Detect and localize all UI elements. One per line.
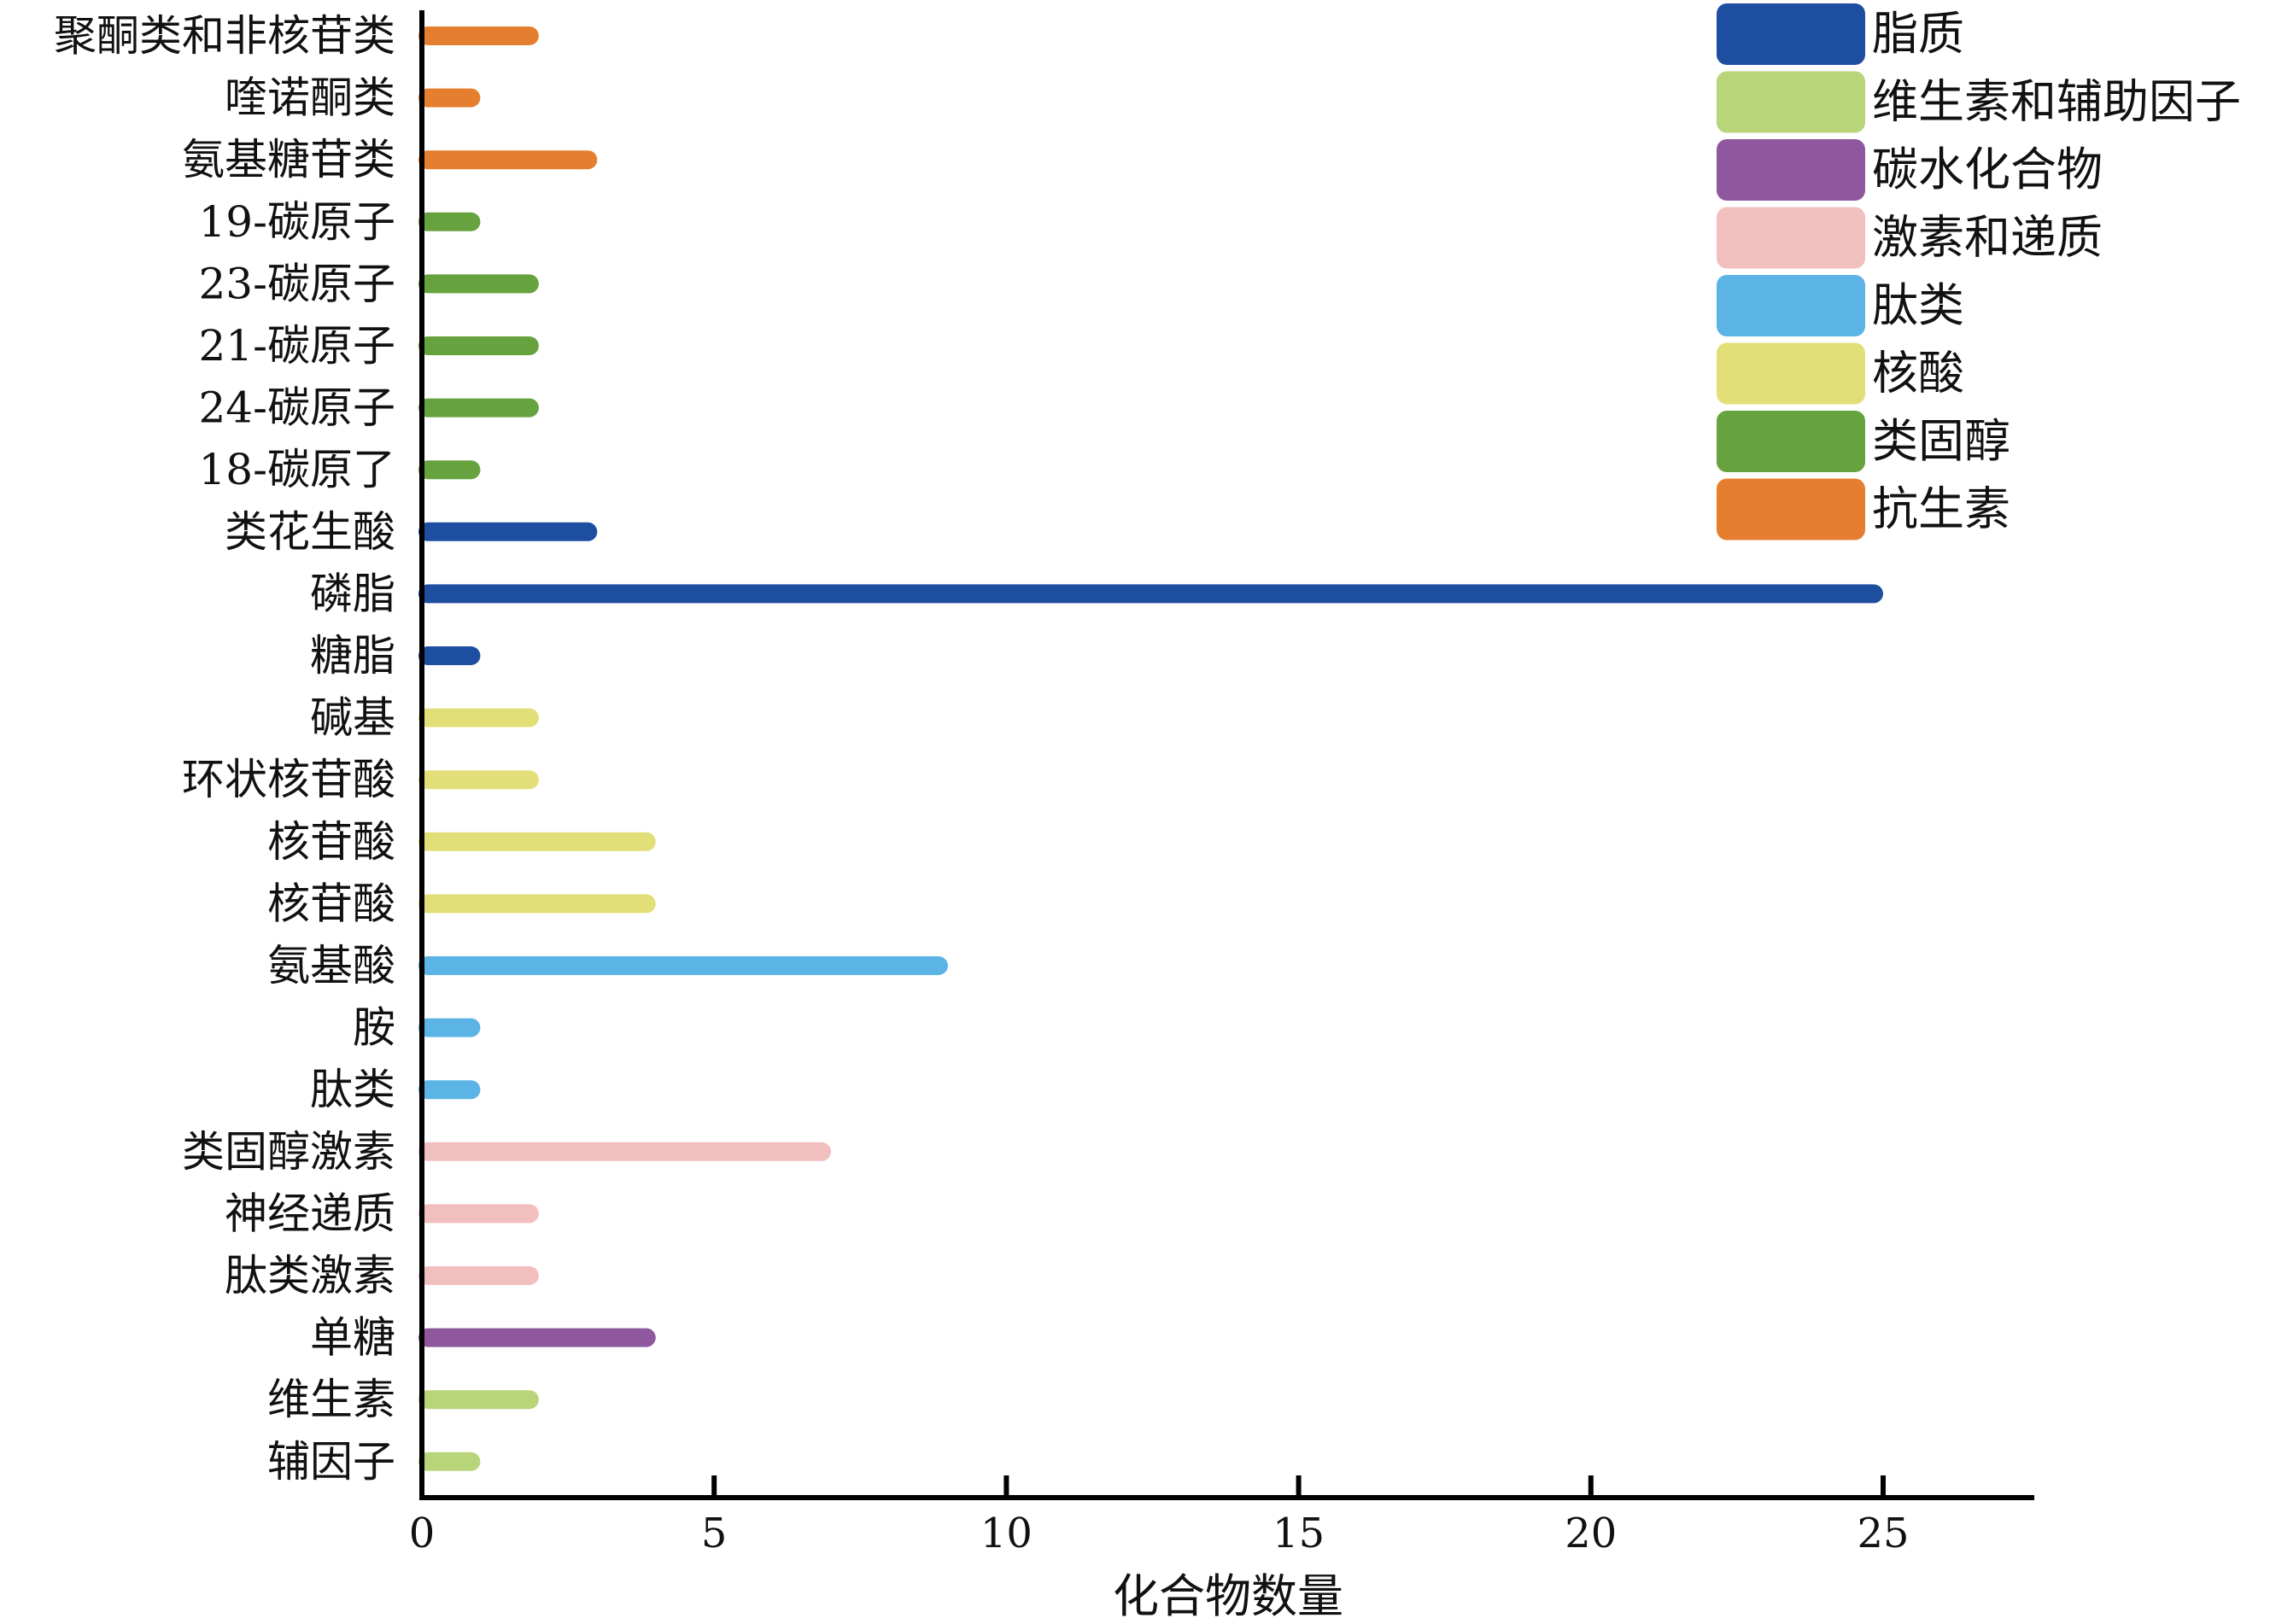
bar-24 [418,1452,481,1471]
legend-swatch [1717,207,1865,269]
legend-label: 抗生素 [1872,482,2010,536]
bar-8 [418,460,481,480]
legend-swatch [1717,71,1865,133]
bar-11 [418,646,481,665]
bar-21 [418,1266,539,1285]
bar-9 [418,522,598,541]
bar-20 [418,1204,539,1224]
category-label: 18-碳原了 [198,445,395,494]
category-label: 氨基酸 [267,941,395,990]
bar-5 [418,274,539,294]
bar-2 [418,88,481,108]
legend-swatch [1717,139,1865,201]
bar-23 [418,1390,539,1410]
legend-label: 核酸 [1872,347,1964,400]
legend-swatch [1717,478,1865,540]
category-label: 碱基 [310,693,395,743]
x-tick-label: 15 [1272,1510,1325,1557]
x-tick-label: 10 [980,1510,1033,1557]
category-label: 神经递质 [225,1189,395,1238]
axes [419,10,2034,1500]
category-label: 19-碳原子 [198,197,395,247]
bar-15 [418,894,656,914]
x-tick-label: 0 [409,1510,436,1557]
category-label: 聚酮类和非核苷类 [54,11,395,61]
category-label: 单糖 [310,1313,395,1363]
x-tick-label: 20 [1565,1510,1617,1557]
x-tick-label: 5 [701,1510,728,1557]
category-label: 类固醇激素 [182,1127,395,1177]
x-axis-ticks: 0 5 10 15 20 25 [409,1475,1910,1557]
bar-13 [418,770,539,790]
bar-4 [418,212,481,231]
legend-swatch [1717,411,1865,472]
category-label: 肽类 [310,1065,395,1114]
bars-layer [418,26,1883,1471]
bar-12 [418,708,539,727]
category-label: 核苷酸 [267,879,395,928]
category-label: 24-碳原子 [198,383,395,433]
bar-22 [418,1328,656,1347]
legend-swatch [1717,342,1865,405]
category-label: 23-碳原子 [198,259,395,308]
category-label: 糖脂 [310,631,395,681]
legend-label: 类固醇 [1872,414,2010,468]
bar-14 [418,832,656,851]
bar-18 [418,1080,481,1100]
category-label: 辅因子 [267,1437,395,1487]
category-label: 类花生酸 [225,507,395,557]
bar-3 [418,150,598,170]
category-label: 胺 [353,1003,395,1053]
bar-6 [418,336,539,355]
category-label: 21-碳原子 [198,321,395,371]
legend-swatch [1717,275,1865,336]
bar-7 [418,398,539,418]
legend-label: 维生素和辅助因子 [1872,75,2241,129]
category-label: 氨基糖苷类 [182,135,395,184]
category-label: 磷脂 [310,569,395,618]
category-label: 喹诺酮类 [225,73,395,123]
legend-label: 肽类 [1872,278,1964,332]
x-axis-title: 化合物数量 [1113,1569,1343,1623]
bar-17 [418,1018,481,1037]
bar-1 [418,26,539,45]
category-label: 环状核苷酸 [182,755,395,804]
category-label: 肽类激素 [225,1251,395,1300]
category-label: 维生素 [267,1375,395,1424]
category-label: 核苷酸 [267,817,395,867]
bar-19 [418,1142,832,1161]
bar-10 [418,584,1883,604]
legend-label: 激素和递质 [1872,211,2103,265]
bar-16 [418,956,948,975]
legend-label: 脂质 [1872,7,1964,61]
legend-swatch [1717,3,1865,65]
legend-label: 碳水化合物 [1872,143,2103,196]
x-tick-label: 25 [1857,1510,1909,1557]
